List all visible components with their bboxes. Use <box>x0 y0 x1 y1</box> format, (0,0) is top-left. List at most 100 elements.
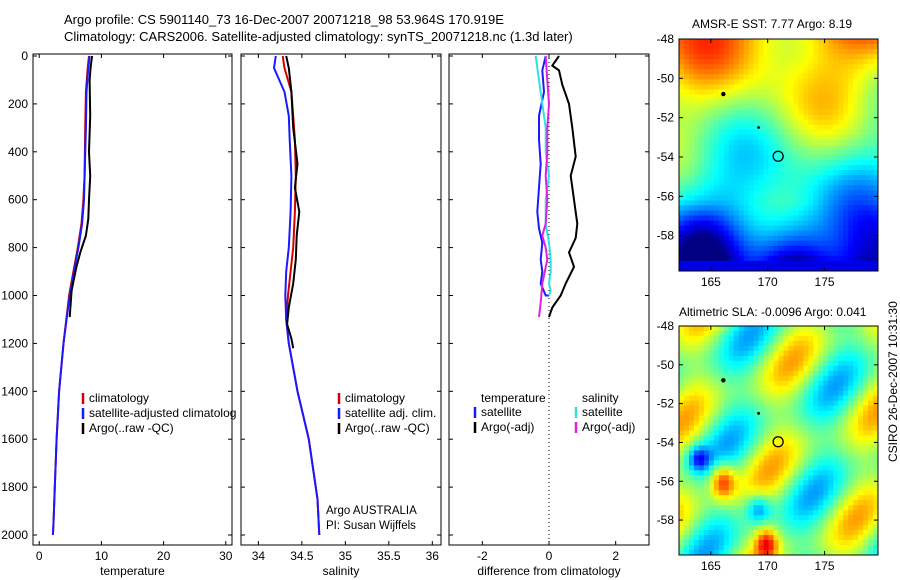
map-cell <box>733 540 740 546</box>
map-cell <box>838 265 844 272</box>
map-cell <box>853 210 859 216</box>
map-cell <box>828 119 834 126</box>
map-cell <box>778 535 784 541</box>
map-cell <box>808 545 814 551</box>
x-tick-label: 165 <box>701 559 721 573</box>
map-cell <box>679 480 685 486</box>
map-cell <box>783 380 789 387</box>
map-cell <box>758 200 764 206</box>
map-cell <box>738 114 745 121</box>
map-cell <box>778 225 784 232</box>
map-cell <box>693 165 700 171</box>
map-cell <box>723 139 730 146</box>
map-cell <box>743 225 750 232</box>
map-cell <box>693 44 700 50</box>
map-cell <box>763 345 769 352</box>
map-cell <box>743 470 750 476</box>
map-cell <box>833 205 839 211</box>
map-cell <box>843 340 849 347</box>
y-tick-label: 1000 <box>1 289 28 303</box>
map-cell <box>728 515 735 521</box>
map-cell <box>753 119 760 126</box>
map-cell <box>848 109 854 116</box>
map-cell <box>718 330 725 337</box>
map-cell <box>773 545 779 551</box>
map-cell <box>768 94 774 100</box>
map-cell <box>713 505 720 511</box>
map-cell <box>808 515 814 521</box>
map-cell <box>778 165 784 171</box>
map-cell <box>683 410 690 417</box>
map-cell <box>823 185 829 191</box>
map-cell <box>768 49 774 55</box>
map-cell <box>818 415 824 421</box>
map-cell <box>733 535 740 541</box>
map-cell <box>823 375 829 382</box>
map-cell <box>853 175 859 181</box>
map-cell <box>683 525 690 531</box>
map-cell <box>863 340 869 347</box>
map-cell <box>738 470 745 476</box>
map-cell <box>873 520 879 526</box>
map-cell <box>798 190 804 196</box>
map-cell <box>833 500 839 506</box>
map-cell <box>698 535 705 541</box>
map-cell <box>723 79 730 85</box>
map-cell <box>748 545 755 551</box>
map-cell <box>748 109 755 116</box>
map-cell <box>713 425 720 431</box>
map-cell <box>748 210 755 216</box>
map-cell <box>823 515 829 521</box>
map-cell <box>808 165 814 171</box>
map-cell <box>813 240 819 247</box>
map-cell <box>808 160 814 166</box>
map-cell <box>873 430 879 436</box>
map-cell <box>763 530 769 536</box>
map-cell <box>828 360 834 367</box>
map-cell <box>823 119 829 126</box>
map-cell <box>698 355 705 362</box>
map-cell <box>788 350 794 357</box>
map-cell <box>863 185 869 191</box>
map-cell <box>873 390 879 397</box>
map-cell <box>848 380 854 387</box>
map-cell <box>768 210 774 216</box>
map-cell <box>679 375 685 382</box>
map-cell <box>868 160 874 166</box>
map-cell <box>713 79 720 85</box>
map-cell <box>833 395 839 402</box>
map-cell <box>753 410 760 417</box>
map-cell <box>703 475 710 481</box>
map-cell <box>748 230 755 237</box>
map-cell <box>788 79 794 85</box>
map-cell <box>853 535 859 541</box>
map-cell <box>868 425 874 431</box>
map-cell <box>753 59 760 65</box>
map-cell <box>833 510 839 516</box>
map-cell <box>828 170 834 176</box>
map-cell <box>873 440 879 446</box>
map-cell <box>723 175 730 181</box>
map-cell <box>728 400 735 407</box>
map-cell <box>773 250 779 257</box>
map-cell <box>758 395 764 402</box>
map-cell <box>828 535 834 541</box>
map-cell <box>763 470 769 476</box>
map-cell <box>748 175 755 181</box>
map-cell <box>778 355 784 362</box>
map-cell <box>703 114 710 121</box>
map-cell <box>713 535 720 541</box>
map-cell <box>858 129 864 136</box>
map-cell <box>788 540 794 546</box>
map-cell <box>723 99 730 105</box>
map-cell <box>738 104 745 111</box>
map-cell <box>683 220 690 227</box>
map-cell <box>728 490 735 496</box>
map-cell <box>773 129 779 136</box>
map-cell <box>808 175 814 181</box>
map-cell <box>783 355 789 362</box>
map-cell <box>868 220 874 227</box>
map-cell <box>778 185 784 191</box>
map-cell <box>818 535 824 541</box>
map-cell <box>783 225 789 232</box>
